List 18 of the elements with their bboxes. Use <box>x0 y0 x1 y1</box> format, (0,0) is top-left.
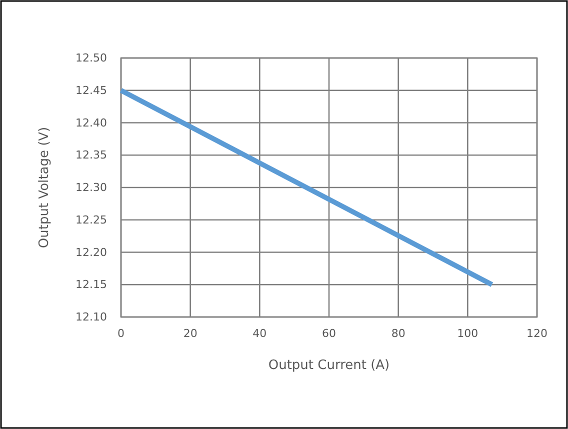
y-tick-label: 12.20 <box>76 246 107 259</box>
x-tick-label: 40 <box>252 326 267 340</box>
y-tick-label: 12.15 <box>76 278 107 292</box>
x-tick-label: 0 <box>118 326 124 340</box>
x-tick-label: 100 <box>457 326 478 340</box>
x-tick-label: 80 <box>391 326 406 340</box>
x-tick-label: 20 <box>183 326 198 340</box>
y-axis-title: Output Voltage (V) <box>37 126 52 248</box>
y-tick-label: 12.30 <box>76 181 107 194</box>
y-tick-label: 12.45 <box>76 84 107 97</box>
y-tick-label: 12.40 <box>76 116 107 130</box>
y-tick-label: 12.25 <box>76 213 107 226</box>
y-tick-label: 12.10 <box>76 310 107 324</box>
y-tick-label: 12.50 <box>76 52 107 65</box>
x-axis-title: Output Current (A) <box>268 358 390 373</box>
x-tick-label: 120 <box>526 326 548 340</box>
x-tick-label: 60 <box>322 326 336 340</box>
y-tick-label: 12.35 <box>76 148 107 162</box>
